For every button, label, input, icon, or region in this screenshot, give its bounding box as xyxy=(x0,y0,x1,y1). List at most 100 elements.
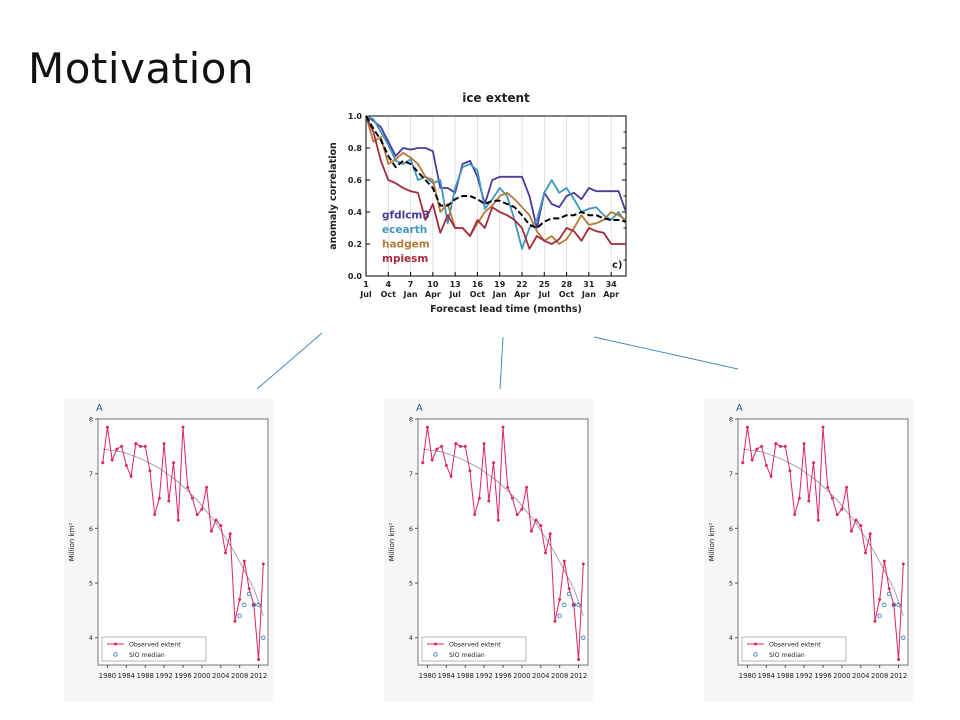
legend-entry-ecearth: ecearth xyxy=(382,224,427,236)
observed-point xyxy=(525,485,529,489)
trend-curve xyxy=(422,448,584,616)
observed-point xyxy=(205,485,209,489)
y-tick-label: 0.2 xyxy=(348,240,362,249)
observed-point xyxy=(544,551,547,555)
observed-point xyxy=(835,513,839,517)
observed-point xyxy=(139,444,142,448)
observed-point xyxy=(826,485,830,489)
x-tick-label: 2012 xyxy=(890,672,907,680)
observed-point xyxy=(162,442,166,446)
y-tick-label: 6 xyxy=(729,525,733,533)
y-tick-label: 4 xyxy=(89,634,93,642)
observed-point xyxy=(261,562,265,566)
observed-point xyxy=(115,447,119,451)
observed-point xyxy=(242,559,246,563)
x-tick-month: Jan xyxy=(581,290,596,299)
observed-point xyxy=(760,444,764,448)
sio-median-point xyxy=(901,635,906,640)
observed-point xyxy=(534,518,538,522)
x-tick-month: Oct xyxy=(470,290,486,299)
x-tick-number: 4 xyxy=(385,280,391,289)
x-tick-label: 1984 xyxy=(438,672,455,680)
connector-line-right xyxy=(593,336,739,370)
observed-point xyxy=(105,425,109,429)
x-tick-month: Jan xyxy=(492,290,507,299)
sea-ice-extent-panel-1: A 4 5 6 7 8 Million km² 1980 1984 1988 1992 1996 200… xyxy=(64,399,274,702)
observed-point xyxy=(496,518,500,522)
observed-point xyxy=(845,485,849,489)
y-tick-label: 0.0 xyxy=(348,272,363,281)
observed-point xyxy=(816,518,820,522)
observed-point xyxy=(840,507,844,511)
observed-point xyxy=(864,551,867,555)
series-line-ensemble-mean xyxy=(365,115,627,229)
observed-point xyxy=(830,496,834,500)
observed-point xyxy=(774,442,778,446)
observed-point xyxy=(887,586,891,590)
observed-point xyxy=(482,442,486,446)
observed-point xyxy=(463,444,467,448)
observed-point xyxy=(214,518,218,522)
observed-point xyxy=(233,619,237,623)
legend-observed-marker xyxy=(434,642,437,646)
x-tick-month: Oct xyxy=(559,290,575,299)
x-tick-label: 2000 xyxy=(513,672,530,680)
sio-median-point xyxy=(261,635,266,640)
x-tick-month: Apr xyxy=(603,290,619,299)
sio-median-point xyxy=(896,602,901,608)
observed-point xyxy=(440,444,444,448)
legend-observed-label: Observed extent xyxy=(769,642,821,649)
observed-point xyxy=(892,603,896,607)
observed-point xyxy=(849,529,853,533)
trend-curve xyxy=(742,448,904,616)
observed-point xyxy=(473,513,477,517)
observed-point xyxy=(873,619,877,623)
observed-point xyxy=(195,513,199,517)
series-line-mpiesm xyxy=(365,115,626,250)
observed-point xyxy=(421,461,425,465)
observed-point xyxy=(110,458,114,462)
y-tick-label: 4 xyxy=(729,634,733,642)
observed-point xyxy=(755,447,759,451)
sio-median-point xyxy=(246,591,252,597)
observed-point xyxy=(252,603,256,607)
y-tick-label: 1.0 xyxy=(348,112,363,121)
sio-median-point xyxy=(562,602,567,608)
y-axis-label: Million km² xyxy=(708,523,716,562)
observed-point xyxy=(477,496,481,500)
y-axis-label: Million km² xyxy=(388,523,396,562)
observed-point xyxy=(454,442,458,446)
observed-point xyxy=(501,425,505,429)
y-tick-label: 5 xyxy=(729,580,733,588)
plot-frame xyxy=(97,418,269,666)
observed-point xyxy=(153,513,157,517)
x-axis-label: Forecast lead time (months) xyxy=(430,304,582,315)
sio-median-point xyxy=(576,602,581,608)
y-tick-label: 0.4 xyxy=(348,208,363,217)
y-tick-label: 8 xyxy=(89,416,93,424)
observed-point xyxy=(745,425,749,429)
observed-point xyxy=(567,586,571,590)
y-tick-label: 0.6 xyxy=(348,176,363,185)
legend-sio-marker xyxy=(113,652,118,657)
legend-observed-marker xyxy=(754,642,757,646)
sio-median-point xyxy=(581,635,586,640)
observed-point xyxy=(548,532,552,536)
observed-point xyxy=(539,524,543,528)
x-tick-label: 1988 xyxy=(777,672,794,680)
x-tick-number: 19 xyxy=(494,280,506,289)
x-tick-month: Apr xyxy=(425,290,441,299)
x-tick-number: 28 xyxy=(561,280,573,289)
observed-point xyxy=(529,529,533,533)
observed-point xyxy=(901,562,905,566)
observed-point xyxy=(228,532,232,536)
x-tick-month: Jan xyxy=(403,290,418,299)
panel-letter: A xyxy=(416,403,423,414)
legend-sio-label: SIO median xyxy=(129,652,165,659)
y-tick-label: 7 xyxy=(89,470,93,478)
x-tick-number: 1 xyxy=(363,280,369,289)
legend-box xyxy=(101,636,207,662)
observed-point xyxy=(425,425,429,429)
